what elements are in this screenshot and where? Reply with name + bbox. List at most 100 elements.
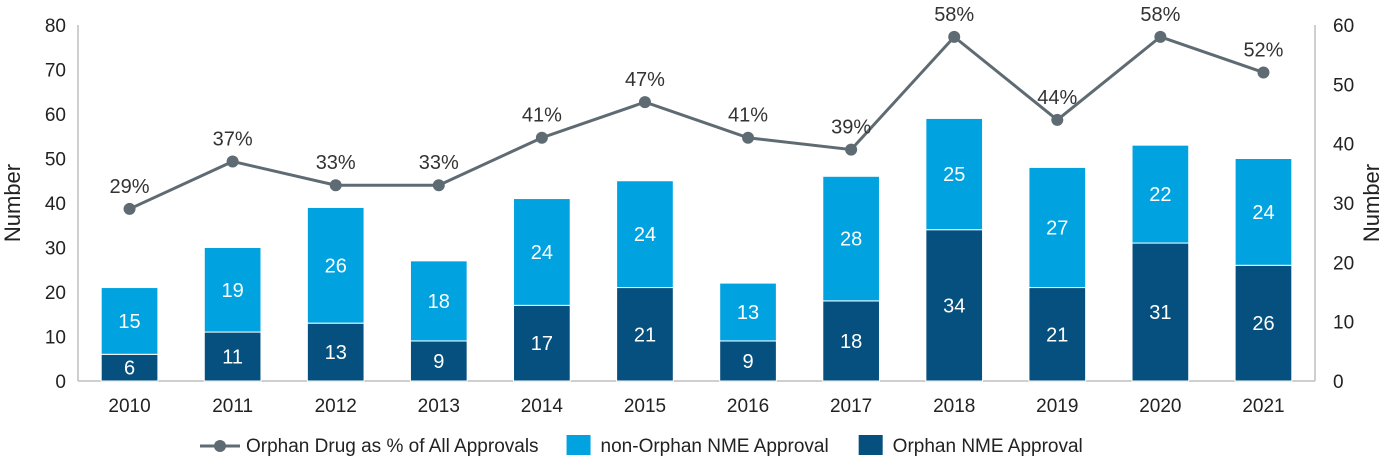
right-axis-title: Number	[1359, 164, 1384, 242]
non-orphan-nme-approval-value-label: 25	[943, 164, 965, 186]
orphan-percent-point	[1257, 66, 1270, 79]
orphan-nme-approval-bar	[100, 353, 159, 382]
right-axis-ticks: 0 10 20 30 40 50 60	[1333, 16, 1354, 393]
orphan-nme-approval-bar	[409, 340, 468, 382]
orphan-nme-approval-value-label: 13	[325, 342, 347, 364]
non-orphan-nme-approval-bar	[1234, 158, 1293, 266]
x-tick-label: 2011	[212, 396, 253, 417]
orphan-percent-label: 58%	[1140, 4, 1180, 26]
right-tick-label: 40	[1333, 135, 1354, 156]
right-axis: 0 10 20 30 40 50 60 Number	[1314, 16, 1384, 393]
orphan-nme-approval-value-label: 11	[222, 347, 243, 369]
right-tick-label: 50	[1333, 75, 1354, 96]
legend-item: Orphan Drug as % of All Approvals	[200, 436, 539, 457]
non-orphan-nme-approval-bar	[306, 206, 365, 324]
right-tick-label: 60	[1333, 16, 1354, 37]
orphan-percent-point	[226, 155, 239, 168]
orphan-percent-point	[742, 131, 755, 144]
orphan-percent-label: 41%	[728, 105, 768, 127]
legend-marker	[214, 440, 226, 452]
x-tick-label: 2010	[108, 396, 150, 417]
right-tick-label: 0	[1333, 372, 1344, 393]
non-orphan-nme-approval-bar	[925, 117, 984, 231]
orphan-nme-approval-value-label: 18	[840, 331, 862, 353]
non-orphan-nme-approval-bar	[1131, 144, 1190, 244]
non-orphan-nme-approval-bar	[203, 247, 262, 333]
left-tick-label: 40	[45, 194, 66, 215]
left-tick-label: 50	[45, 150, 66, 171]
orphan-nme-approval-value-label: 31	[1149, 302, 1171, 324]
non-orphan-nme-approval-bar	[1028, 166, 1087, 289]
orphan-percent-label: 33%	[316, 152, 356, 174]
non-orphan-nme-approval-bar	[409, 260, 468, 342]
bars-group: 6 15 11 19 13 26 9 18 17 24 21 24 9 13 18 28 34 25 21 27 31 2…	[100, 117, 1293, 382]
legend-swatch	[858, 435, 883, 455]
orphan-nme-approval-bar	[616, 287, 674, 382]
non-orphan-nme-approval-value-label: 27	[1046, 217, 1068, 239]
x-tick-label: 2014	[521, 396, 564, 417]
orphan-percent-label: 44%	[1037, 87, 1077, 109]
orphan-percent-point	[1154, 30, 1167, 43]
non-orphan-nme-approval-value-label: 13	[737, 302, 759, 324]
left-axis: 0 10 20 30 40 50 60 70 80 Number	[0, 16, 79, 393]
orphan-percent-label: 52%	[1243, 39, 1283, 61]
orphan-percent-label: 47%	[625, 69, 665, 91]
orphan-nme-approval-value-label: 6	[124, 358, 135, 380]
orphan-percent-point	[1051, 113, 1064, 126]
non-orphan-nme-approval-bar	[616, 180, 674, 289]
left-tick-label: 10	[45, 328, 66, 349]
non-orphan-nme-approval-bar	[513, 198, 571, 306]
non-orphan-nme-approval-value-label: 24	[531, 242, 553, 264]
orphan-nme-approval-bar	[822, 300, 880, 382]
non-orphan-nme-approval-bar	[822, 175, 880, 302]
non-orphan-nme-approval-value-label: 28	[840, 229, 862, 251]
orphan-percent-label: 58%	[934, 4, 974, 26]
orphan-nme-approval-bar	[719, 340, 777, 382]
x-tick-label: 2013	[418, 396, 460, 417]
non-orphan-nme-approval-bar	[100, 287, 159, 355]
orphan-percent-point	[535, 131, 548, 144]
x-tick-label: 2018	[933, 396, 975, 417]
right-tick-label: 30	[1333, 194, 1354, 215]
non-orphan-nme-approval-value-label: 19	[222, 280, 244, 302]
legend-item: Orphan NME Approval	[858, 435, 1083, 457]
legend: Orphan Drug as % of All Approvals non-Orp…	[200, 435, 1083, 457]
orphan-percent-point	[638, 96, 651, 109]
left-tick-label: 20	[45, 283, 66, 304]
orphan-nme-approval-bar	[1028, 287, 1087, 382]
orphan-percent-point	[432, 179, 445, 192]
x-tick-label: 2017	[830, 396, 872, 417]
x-axis-ticks: 2010 2011 2012 2013 2014 2015 2016 2017 2018 2019…	[108, 396, 1284, 417]
orphan-nme-approval-bar	[513, 304, 571, 382]
orphan-nme-approval-value-label: 9	[742, 351, 753, 373]
orphan-nme-approval-value-label: 21	[1046, 324, 1068, 346]
left-tick-label: 80	[45, 16, 66, 37]
non-orphan-nme-approval-value-label: 26	[325, 255, 347, 277]
orphan-percent-label: 29%	[110, 176, 150, 198]
orphan-percent-point	[329, 179, 342, 192]
orphan-nme-approval-value-label: 9	[433, 351, 444, 373]
orphan-nme-approval-value-label: 17	[531, 333, 553, 355]
orphan-nme-approval-bar	[203, 331, 262, 382]
x-tick-label: 2020	[1139, 396, 1181, 417]
left-tick-label: 70	[45, 61, 66, 82]
orphan-nme-approval-bar	[925, 229, 984, 382]
non-orphan-nme-approval-value-label: 15	[118, 311, 140, 333]
non-orphan-nme-approval-bar	[719, 282, 777, 342]
left-tick-label: 30	[45, 239, 66, 260]
right-tick-label: 10	[1333, 313, 1354, 334]
x-tick-label: 2012	[315, 396, 357, 417]
x-tick-label: 2021	[1242, 396, 1284, 417]
non-orphan-nme-approval-value-label: 24	[1252, 202, 1274, 224]
non-orphan-nme-approval-value-label: 24	[634, 224, 656, 246]
orphan-percent-line	[128, 34, 1264, 211]
orphan-percent-point	[845, 143, 858, 156]
legend-label: Orphan Drug as % of All Approvals	[246, 436, 539, 457]
legend-swatch	[566, 435, 591, 455]
left-axis-title: Number	[0, 164, 25, 242]
orphan-percent-label: 33%	[419, 152, 459, 174]
orphan-nme-approval-value-label: 26	[1252, 313, 1274, 335]
legend-label: Orphan NME Approval	[893, 436, 1083, 457]
orphan-nme-approval-value-label: 34	[943, 295, 965, 317]
